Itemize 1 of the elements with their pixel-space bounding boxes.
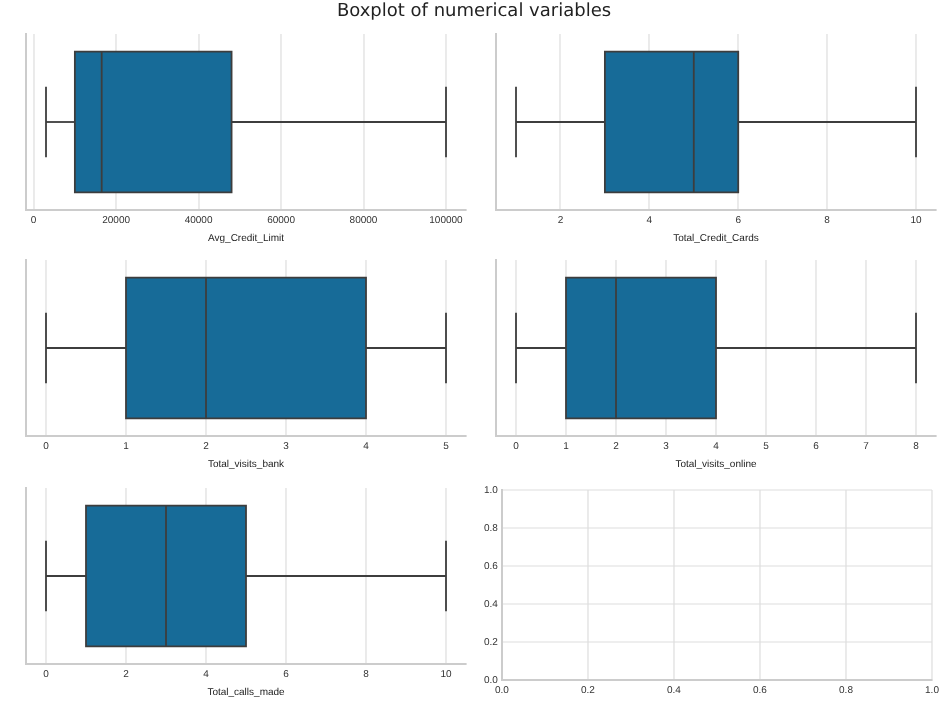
chart-title: Boxplot of numerical variables: [334, 2, 614, 22]
